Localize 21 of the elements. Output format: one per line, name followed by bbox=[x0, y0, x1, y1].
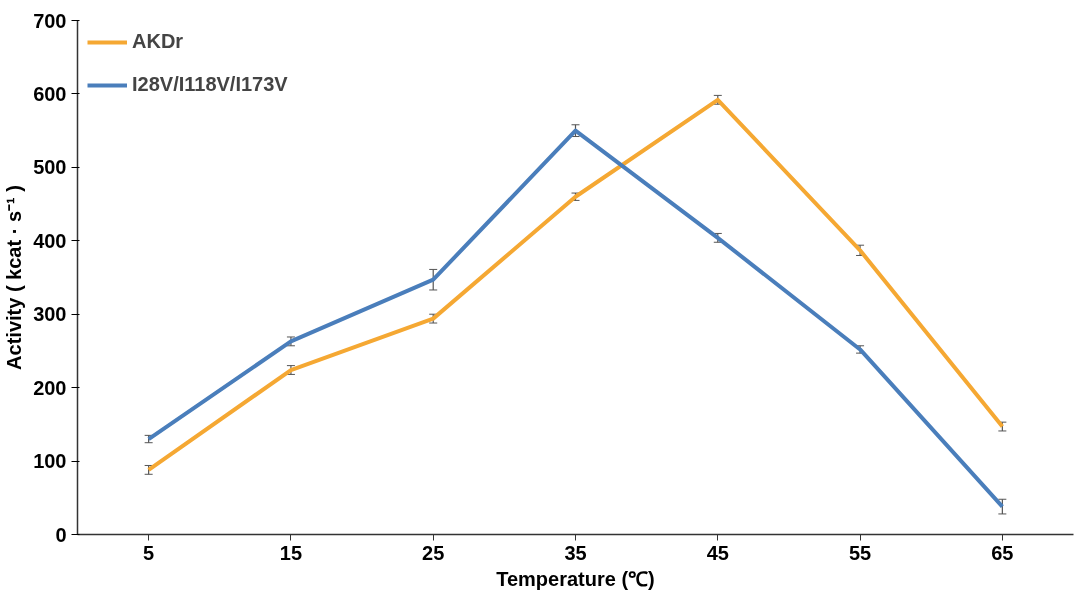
x-tick-label: 25 bbox=[422, 541, 445, 564]
line-series bbox=[146, 128, 1005, 509]
legend-label: AKDr bbox=[132, 30, 184, 53]
x-tick-label: 55 bbox=[848, 541, 872, 564]
y-tick-label: 0 bbox=[55, 523, 67, 546]
x-tick-label: 45 bbox=[706, 541, 729, 564]
y-tick-label: 500 bbox=[33, 156, 67, 179]
x-axis-title: Temperature (℃) bbox=[496, 567, 655, 590]
y-tick-label: 300 bbox=[33, 303, 67, 326]
y-tick-label: 600 bbox=[33, 82, 67, 105]
x-tick-label: 65 bbox=[991, 541, 1014, 564]
x-tick-label: 35 bbox=[564, 541, 587, 564]
y-tick-label: 400 bbox=[33, 229, 67, 252]
y-tick-label: 700 bbox=[33, 9, 67, 32]
x-tick-label: 5 bbox=[143, 541, 155, 564]
y-axis-title: Activity ( kcat · s⁻¹ ) bbox=[3, 185, 26, 370]
line-series bbox=[146, 97, 1005, 472]
y-tick-label: 100 bbox=[33, 450, 67, 473]
legend-label: I28V/I118V/I173V bbox=[132, 73, 288, 96]
x-tick-label: 15 bbox=[279, 541, 303, 564]
y-tick-label: 200 bbox=[33, 376, 67, 399]
